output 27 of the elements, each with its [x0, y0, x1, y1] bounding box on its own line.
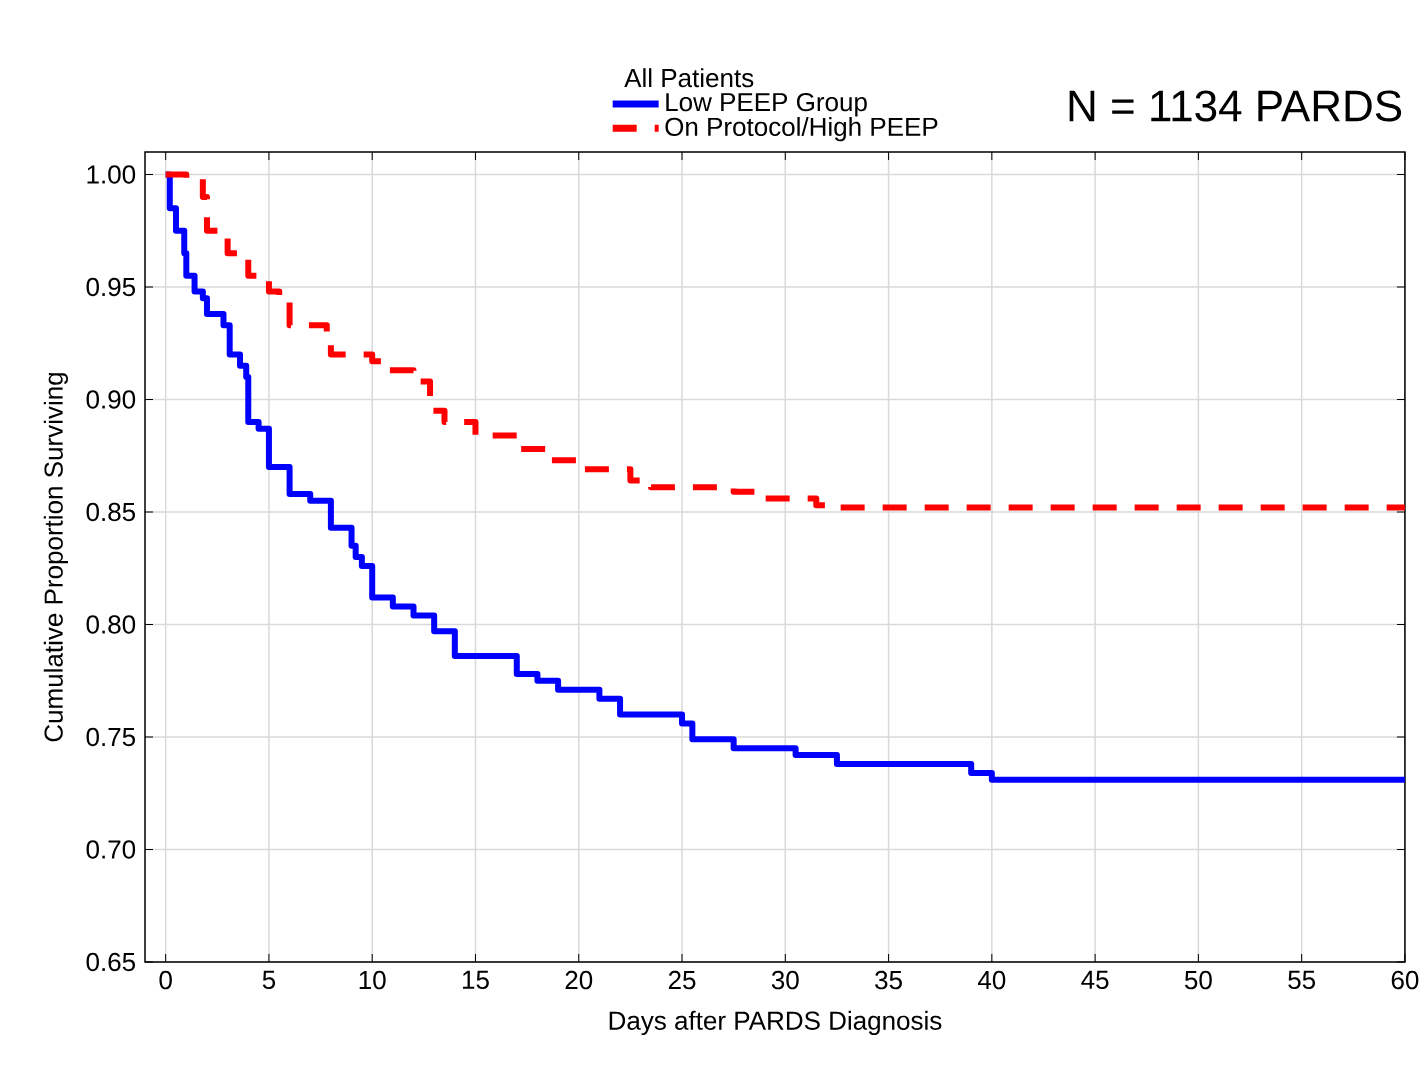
legend-title: All Patients	[624, 68, 754, 88]
y-tick-label: 0.90	[86, 390, 136, 409]
text: N = 1134 PARDS	[1069, 90, 1402, 122]
y-tick-label: 0.70	[86, 840, 136, 859]
x-tick-label: 40	[977, 970, 1006, 990]
x-tick-label: 55	[1288, 970, 1316, 989]
x-tick-label: 60	[1391, 970, 1419, 990]
x-tick-label: 45	[1081, 970, 1109, 989]
x-tick-label: 15	[462, 970, 489, 989]
y-tick-label: 0.80	[86, 615, 136, 634]
y-tick-label: 0.85	[86, 502, 136, 522]
y-tick-label: 0.75	[86, 727, 136, 747]
x-tick-label: 50	[1184, 970, 1212, 990]
x-axis-title: Days after PARDS Diagnosis	[609, 1010, 942, 1036]
x-tick-label: 30	[771, 970, 799, 990]
x-tick-label: 35	[875, 970, 902, 990]
x-tick-label: 5	[262, 970, 276, 989]
legend-label: On Protocol/High PEEP	[665, 116, 938, 142]
x-tick-label: 10	[359, 970, 386, 990]
x-tick-label: 0	[159, 970, 172, 990]
legend-label: Low PEEP Group	[666, 92, 867, 117]
x-tick-label: 25	[668, 970, 696, 990]
x-tick-label: 20	[565, 970, 593, 990]
y-tick-label: 0.95	[86, 277, 136, 297]
y-tick-label: 1.00	[87, 165, 136, 184]
y-axis-title: Cumulative Proportion Surviving	[43, 373, 68, 742]
y-tick-label: 0.65	[86, 952, 136, 972]
